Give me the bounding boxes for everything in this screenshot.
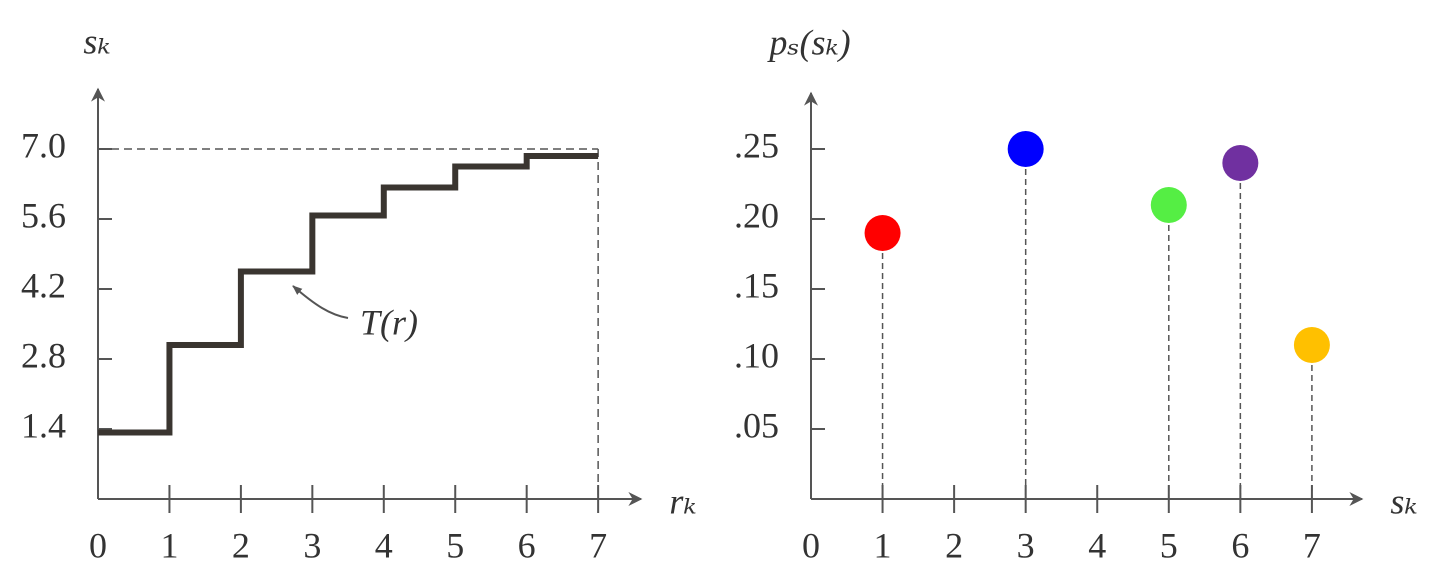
x-tick-label: 0: [802, 525, 820, 565]
y-tick-label: .10: [734, 335, 779, 375]
stem-marker: [1222, 145, 1259, 181]
x-tick-label: 4: [1088, 525, 1106, 565]
y-axis-label: sₖ: [83, 21, 110, 61]
x-tick-label: 2: [232, 525, 250, 565]
y-axis-label: pₛ(sₖ): [766, 22, 850, 62]
stem-marker: [864, 215, 901, 251]
x-tick-label: 1: [874, 525, 892, 565]
y-tick-label: 2.8: [21, 335, 66, 375]
y-tick-label: .20: [734, 195, 779, 235]
annotation-arrow: [292, 285, 349, 319]
x-tick-label: 7: [1303, 525, 1321, 565]
x-tick-label: 3: [1017, 525, 1035, 565]
x-tick-label: 7: [589, 525, 607, 565]
y-tick-label: 7.0: [21, 125, 66, 165]
y-tick-label: 4.2: [21, 265, 66, 305]
stem-marker: [1150, 187, 1187, 223]
annotation: T(r): [360, 302, 418, 342]
x-axis-label: rₖ: [669, 481, 696, 521]
x-tick-label: 4: [375, 525, 393, 565]
x-tick-label: 1: [160, 525, 178, 565]
stem-marker: [1293, 327, 1330, 363]
x-tick-label: 5: [1160, 525, 1178, 565]
stem-marker: [1007, 131, 1044, 167]
x-tick-label: 2: [945, 525, 963, 565]
y-tick-label: .25: [734, 125, 779, 165]
y-tick-label: 1.4: [21, 405, 66, 445]
x-tick-label: 6: [1231, 525, 1249, 565]
y-tick-label: 5.6: [21, 195, 66, 235]
y-tick-label: .15: [734, 265, 779, 305]
x-tick-label: 0: [89, 525, 107, 565]
x-tick-label: 5: [446, 525, 464, 565]
x-tick-label: 3: [303, 525, 321, 565]
y-tick-label: .05: [734, 405, 779, 445]
x-tick-label: 6: [518, 525, 536, 565]
x-axis-label: sₖ: [1390, 481, 1417, 521]
